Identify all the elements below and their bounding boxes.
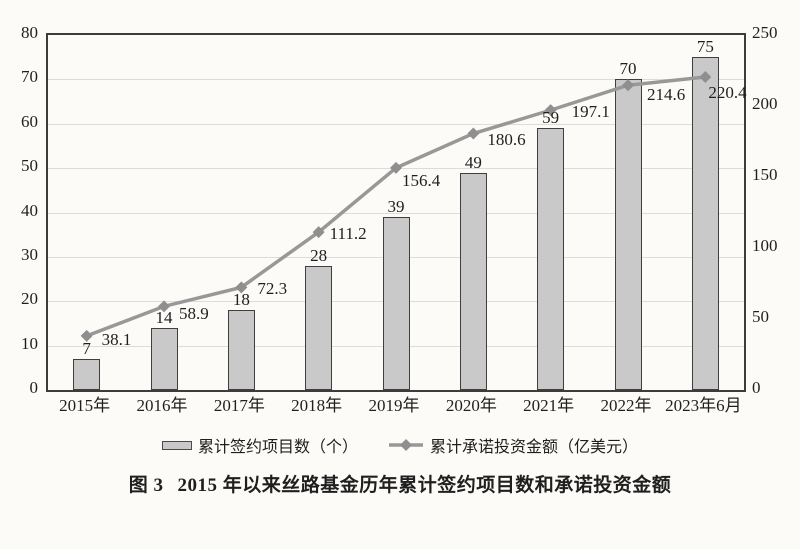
line-value-label: 72.3	[257, 279, 288, 299]
bar-value-label: 18	[232, 290, 250, 310]
line-value-label: 156.4	[402, 170, 441, 190]
line-value-label: 180.6	[487, 129, 526, 149]
x-axis-tick-label: 2015年	[59, 396, 111, 415]
bar-2017年	[227, 310, 255, 390]
diamond-marker-icon	[699, 71, 712, 84]
legend-item-bar-series: 累计签约项目数（个）	[161, 433, 358, 457]
diamond-marker-icon	[312, 226, 325, 239]
x-axis-tick-label: 2023年6月	[665, 396, 742, 415]
bar-2022年	[614, 79, 642, 390]
line-value-label: 214.6	[647, 85, 686, 105]
bar-2021年	[537, 128, 565, 390]
y-axis-right-tick-label: 250	[752, 23, 778, 42]
line-series-swatch-icon	[389, 439, 423, 451]
line-value-label: 197.1	[571, 102, 610, 122]
y-axis-left-tick-label: 10	[21, 333, 38, 353]
diamond-marker-icon	[467, 127, 480, 140]
plot-area: 7 14 18 28 39 49 59 70 75 38.1 58.9 72.3 111.2 156.4 1…	[46, 33, 747, 392]
caption-number: 图 3	[128, 475, 164, 496]
x-axis-tick-label: 2019年	[368, 396, 420, 415]
y-axis-left-tick-label: 50	[21, 156, 38, 176]
bar-2015年	[73, 358, 101, 390]
y-axis-right-tick-label: 100	[752, 236, 778, 255]
bar-value-label: 70	[619, 59, 637, 79]
bar-2016年	[150, 327, 178, 390]
diamond-marker-icon	[622, 79, 634, 92]
bar-2020年	[459, 172, 487, 390]
line-series	[80, 71, 712, 342]
y-axis-left-tick-label: 60	[21, 111, 38, 131]
diamond-marker-icon	[235, 281, 248, 294]
bar-value-label: 75	[696, 37, 714, 57]
bar-2023年6月	[691, 57, 719, 390]
line-value-label: 38.1	[101, 329, 132, 349]
bar-value-label: 49	[464, 152, 482, 172]
bar-value-label: 59	[542, 108, 560, 128]
legend: 累计签约项目数（个） 累计承诺投资金额（亿美元）	[0, 433, 800, 457]
gridline	[48, 79, 744, 81]
diamond-marker-icon	[80, 329, 93, 342]
y-axis-left-tick-label: 70	[21, 67, 38, 87]
y-axis-left-tick-label: 0	[29, 378, 39, 397]
line-value-label: 220.4	[708, 83, 747, 103]
diamond-marker-icon	[544, 104, 557, 117]
caption-title: 2015 年以来丝路基金历年累计签约项目数和承诺投资金额	[177, 475, 672, 496]
x-axis-tick-label: 2021年	[523, 396, 575, 415]
bar-value-label: 7	[82, 338, 91, 358]
bar-2019年	[382, 216, 410, 390]
x-axis-tick-label: 2018年	[291, 396, 343, 415]
legend-line-label: 累计承诺投资金额（亿美元）	[430, 439, 639, 456]
legend-item-line-series: 累计承诺投资金额（亿美元）	[388, 433, 638, 457]
bar-value-label: 28	[310, 245, 328, 265]
bar-2018年	[305, 265, 333, 390]
legend-bar-label: 累计签约项目数（个）	[197, 439, 358, 456]
x-axis-tick-label: 2022年	[600, 396, 652, 415]
y-axis-right-tick-label: 200	[752, 94, 778, 113]
y-axis-left-tick-label: 40	[21, 200, 38, 220]
x-axis-tick-label: 2017年	[213, 396, 265, 415]
y-axis-left-tick-label: 80	[21, 23, 38, 42]
gridline	[48, 123, 744, 125]
y-axis-left-tick-label: 20	[21, 289, 38, 309]
bar-value-label: 39	[387, 196, 405, 216]
diamond-marker-icon	[390, 161, 402, 174]
x-axis-tick-label: 2016年	[136, 396, 188, 415]
diamond-marker-icon	[158, 300, 170, 313]
figure-caption: 图 3 2015 年以来丝路基金历年累计签约项目数和承诺投资金额	[0, 473, 800, 499]
gridline	[48, 212, 744, 214]
line-value-label: 58.9	[179, 304, 209, 324]
line-value-label: 111.2	[329, 224, 367, 244]
x-axis-tick-label: 2020年	[445, 396, 497, 415]
bar-series-swatch-icon	[161, 440, 192, 450]
y-axis-right-tick-label: 0	[752, 378, 761, 397]
y-axis-right-tick-label: 50	[752, 307, 769, 326]
bar-value-label: 14	[155, 307, 173, 327]
y-axis-left-tick-label: 30	[21, 244, 38, 264]
y-axis-right-tick-label: 150	[752, 165, 778, 184]
